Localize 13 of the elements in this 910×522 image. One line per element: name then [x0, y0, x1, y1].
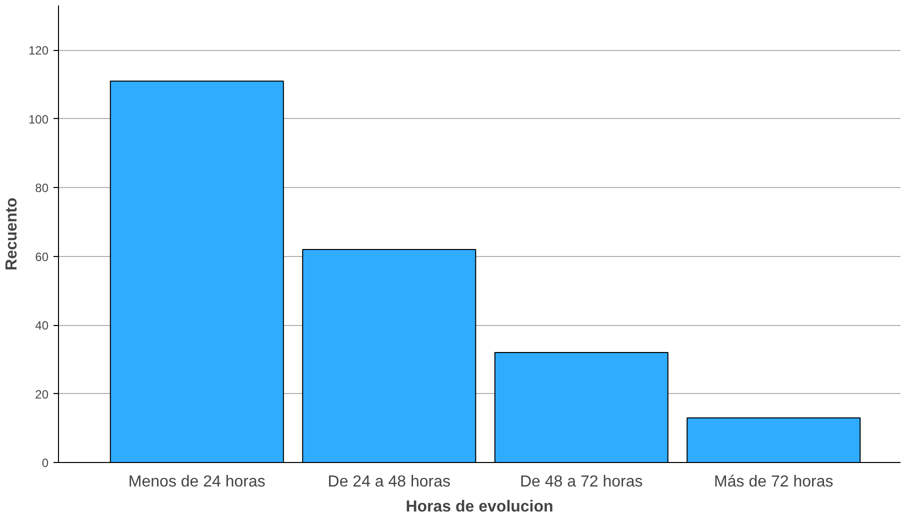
y-axis-title: Recuento — [3, 197, 20, 270]
y-tick-label: 20 — [35, 387, 49, 402]
y-tick-label: 100 — [28, 112, 49, 126]
y-tick-label: 80 — [35, 181, 49, 196]
x-tick-label: Más de 72 horas — [714, 474, 834, 490]
x-axis-title: Horas de evolucion — [406, 498, 554, 516]
y-tick-label: 0 — [42, 456, 49, 470]
y-tick-label: 120 — [28, 44, 49, 58]
y-tick-label: 60 — [35, 250, 49, 264]
x-tick-label: Menos de 24 horas — [128, 474, 266, 490]
x-tick-label: De 24 a 48 horas — [328, 474, 451, 490]
y-tick-label: 40 — [35, 318, 49, 333]
x-tick-label: De 48 a 72 horas — [520, 474, 643, 490]
